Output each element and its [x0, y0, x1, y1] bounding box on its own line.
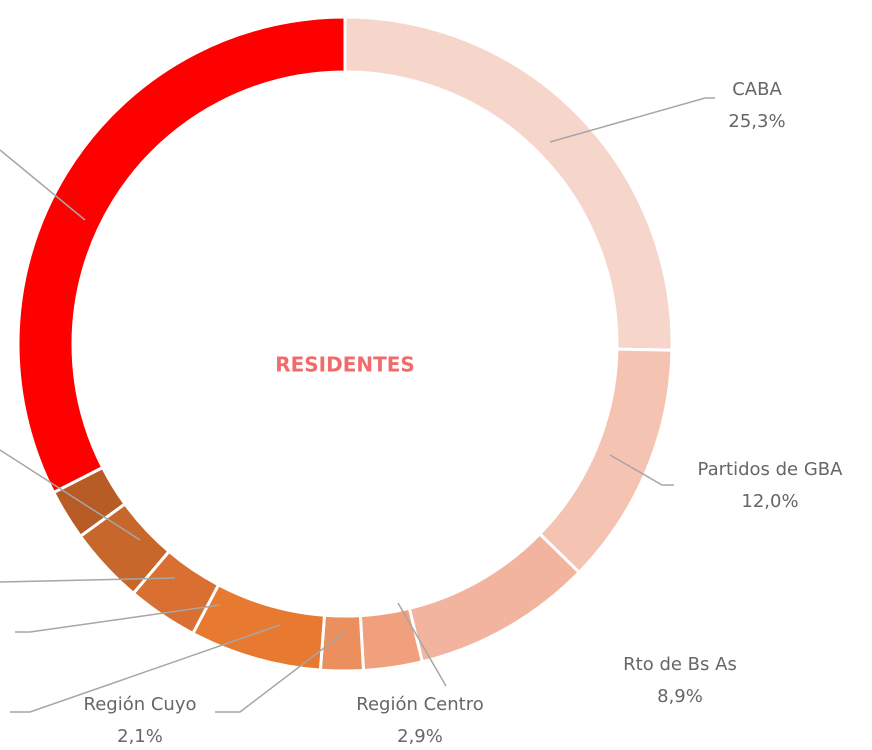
- value-label: 2,1%: [117, 726, 163, 747]
- donut: [16, 15, 674, 673]
- leader-line: [609, 454, 674, 486]
- center-label: RESIDENTES: [275, 353, 415, 377]
- slice-label: Rto de Bs As: [623, 654, 737, 675]
- leader-line: [0, 449, 141, 541]
- value-label: 12,0%: [741, 491, 798, 512]
- leader-lines: [0, 97, 715, 713]
- slice: [358, 606, 425, 673]
- leader-line: [0, 149, 86, 221]
- leader-line: [15, 604, 221, 633]
- slice: [407, 531, 582, 664]
- slice-label: Partidos de GBA: [698, 459, 844, 480]
- leader-line: [0, 577, 176, 583]
- slice: [343, 15, 674, 352]
- slice: [16, 15, 347, 495]
- value-label: 8,9%: [657, 686, 703, 707]
- slice: [318, 613, 366, 673]
- slice-label: CABA: [732, 79, 782, 100]
- leader-line: [10, 624, 281, 713]
- value-label: 25,3%: [728, 111, 785, 132]
- leader-line: [397, 602, 447, 687]
- slice: [537, 347, 674, 575]
- leader-line: [549, 97, 715, 143]
- slice-label: Región Cuyo: [84, 694, 197, 715]
- slice-label: Región Centro: [356, 694, 483, 715]
- leader-line: [215, 631, 346, 713]
- value-label: 2,9%: [397, 726, 443, 747]
